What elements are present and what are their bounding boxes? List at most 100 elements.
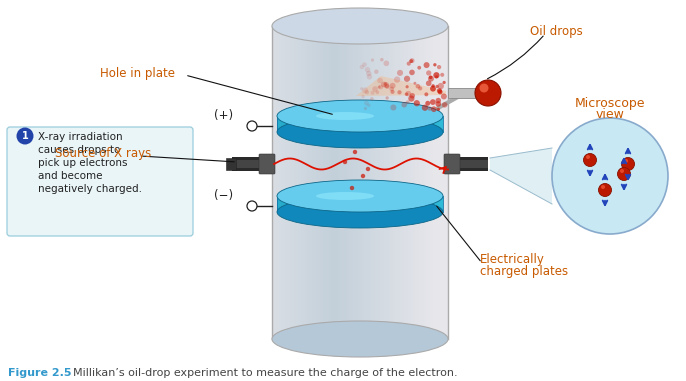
Bar (408, 26, 411, 339)
Bar (450, 157, 488, 171)
Bar (285, 26, 287, 339)
Bar (397, 116, 401, 132)
Circle shape (389, 86, 394, 91)
Bar (435, 196, 439, 212)
Ellipse shape (316, 192, 374, 200)
Bar (281, 196, 285, 212)
Bar (340, 26, 342, 339)
Bar (401, 196, 405, 212)
Bar (307, 26, 309, 339)
Bar (329, 26, 331, 339)
Text: 1: 1 (22, 131, 28, 141)
Circle shape (624, 159, 628, 163)
Bar (362, 26, 364, 339)
Bar (427, 116, 431, 132)
Circle shape (247, 121, 257, 131)
Circle shape (377, 78, 383, 83)
Bar (322, 116, 327, 132)
Bar (347, 26, 349, 339)
Circle shape (366, 167, 370, 171)
Bar (292, 26, 294, 339)
Bar (348, 116, 352, 132)
Bar (437, 26, 439, 339)
FancyBboxPatch shape (7, 127, 193, 236)
Bar (431, 196, 435, 212)
Bar (314, 26, 316, 339)
Bar (377, 196, 381, 212)
Bar (333, 26, 336, 339)
Bar (294, 196, 298, 212)
Bar (331, 196, 335, 212)
Bar (310, 196, 314, 212)
Ellipse shape (277, 116, 443, 148)
Circle shape (362, 62, 367, 67)
Text: charged plates: charged plates (480, 264, 568, 277)
Bar (423, 196, 427, 212)
Circle shape (397, 70, 403, 76)
Circle shape (408, 95, 414, 102)
Bar (364, 116, 368, 132)
Bar (377, 116, 381, 132)
Circle shape (409, 70, 415, 75)
Bar (352, 116, 356, 132)
Bar (311, 26, 314, 339)
Circle shape (394, 76, 400, 83)
Text: Figure 2.5: Figure 2.5 (8, 368, 71, 378)
Bar (327, 116, 331, 132)
Ellipse shape (272, 8, 448, 44)
Bar (272, 26, 274, 339)
Circle shape (622, 157, 635, 171)
Bar (306, 196, 310, 212)
Bar (302, 196, 306, 212)
Bar (327, 196, 331, 212)
Circle shape (370, 91, 375, 95)
Bar (281, 26, 283, 339)
Ellipse shape (316, 112, 374, 120)
Circle shape (405, 93, 408, 96)
Bar (423, 116, 427, 132)
Text: Source of X rays: Source of X rays (55, 147, 151, 160)
Bar (439, 116, 443, 132)
Bar (344, 116, 348, 132)
Circle shape (371, 58, 374, 62)
Bar (335, 196, 340, 212)
Circle shape (386, 96, 389, 99)
Circle shape (405, 85, 409, 88)
Bar (285, 116, 289, 132)
Circle shape (362, 87, 368, 93)
Circle shape (364, 101, 369, 106)
Bar (302, 116, 306, 132)
Bar (414, 196, 418, 212)
Bar (322, 26, 324, 339)
Circle shape (359, 65, 364, 69)
Bar (356, 196, 360, 212)
Bar (318, 26, 320, 339)
Circle shape (410, 93, 415, 98)
Bar (385, 196, 389, 212)
Bar (348, 196, 352, 212)
Bar (433, 26, 435, 339)
Bar (298, 26, 300, 339)
Circle shape (426, 80, 431, 86)
Bar (298, 116, 302, 132)
Circle shape (390, 90, 394, 94)
Bar (389, 116, 393, 132)
Bar (305, 26, 307, 339)
Bar (446, 26, 448, 339)
Bar (418, 116, 423, 132)
Circle shape (374, 69, 379, 74)
Bar (294, 116, 298, 132)
Bar (352, 196, 356, 212)
Bar (448, 88, 478, 98)
Bar (303, 26, 305, 339)
Circle shape (353, 150, 357, 154)
Bar (360, 116, 364, 132)
Bar (309, 26, 311, 339)
Circle shape (366, 71, 372, 76)
Bar (364, 26, 366, 339)
Bar (402, 26, 404, 339)
Bar (435, 116, 439, 132)
Bar (369, 26, 371, 339)
Bar (419, 26, 422, 339)
Bar (331, 116, 335, 132)
